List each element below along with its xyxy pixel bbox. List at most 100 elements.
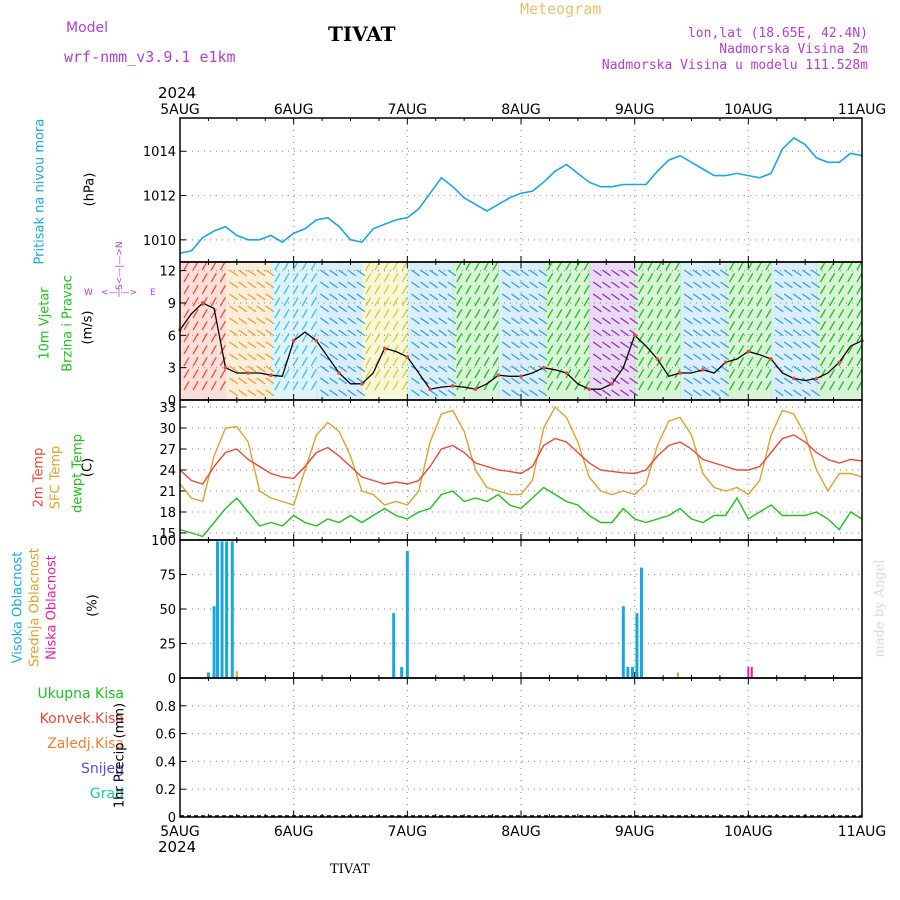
wind-barb bbox=[601, 365, 611, 373]
wind-barb bbox=[792, 365, 802, 373]
wind-barb bbox=[447, 353, 457, 361]
wind-barb bbox=[356, 317, 366, 325]
y-tick-label: 25 bbox=[159, 638, 176, 653]
wind-barb bbox=[720, 353, 730, 361]
wind-barb bbox=[565, 321, 572, 331]
wind-barb bbox=[256, 389, 266, 397]
wind-barb bbox=[338, 293, 348, 301]
y-tick-label: 1014 bbox=[143, 145, 176, 160]
wind-barb bbox=[320, 317, 329, 325]
wind-barb bbox=[665, 285, 672, 295]
wind-barb bbox=[247, 269, 257, 277]
wind-barb bbox=[529, 353, 539, 361]
sfc-temp-line bbox=[179, 405, 863, 506]
compass-arrows: <—|—> bbox=[101, 288, 138, 298]
wind-barb bbox=[674, 321, 681, 331]
x-tick-label-top: 10AUG bbox=[724, 102, 773, 118]
wind-barb bbox=[320, 329, 329, 337]
wind-barb bbox=[520, 329, 530, 337]
wind-barb bbox=[365, 285, 372, 295]
wind-barb bbox=[320, 365, 329, 373]
wind-barb bbox=[829, 309, 836, 319]
wind-barb bbox=[829, 357, 836, 367]
wind-barb bbox=[738, 261, 745, 271]
wind-barb bbox=[520, 293, 530, 301]
wind-barb bbox=[620, 389, 630, 397]
wind-barb bbox=[856, 273, 863, 283]
wind-barb bbox=[638, 285, 645, 295]
wind-barb bbox=[601, 317, 611, 325]
wind-barb bbox=[583, 285, 590, 295]
wind-barb bbox=[574, 309, 581, 319]
wind-barb bbox=[256, 341, 266, 349]
wind-barb bbox=[583, 261, 590, 271]
wind-barb bbox=[801, 317, 811, 325]
y-tick-label: 1012 bbox=[143, 190, 176, 205]
wind-barb bbox=[556, 309, 563, 319]
wind-barb bbox=[620, 341, 630, 349]
wind-barb bbox=[711, 305, 720, 313]
wind-barb bbox=[683, 293, 693, 301]
wind-gust-point bbox=[451, 384, 455, 388]
wind-barb bbox=[829, 297, 836, 307]
wind-barb bbox=[447, 305, 457, 313]
y-tick-label: 0 bbox=[168, 672, 176, 687]
wind-barb bbox=[592, 293, 602, 301]
wind-barb bbox=[492, 285, 499, 295]
wind-barb bbox=[274, 285, 281, 295]
wind-barb bbox=[338, 329, 348, 337]
wind-barb bbox=[729, 333, 736, 343]
wind-barb bbox=[392, 333, 399, 343]
wind-barb bbox=[547, 357, 554, 367]
wind-barb bbox=[320, 341, 329, 349]
wind-barb bbox=[438, 365, 448, 373]
wind-barb bbox=[210, 273, 217, 283]
wind-barb bbox=[329, 353, 339, 361]
wind-barb bbox=[838, 345, 845, 355]
wind-barb bbox=[565, 309, 572, 319]
wind-barb bbox=[783, 341, 793, 349]
wind-barb bbox=[829, 285, 836, 295]
wind-barb bbox=[410, 317, 420, 325]
wind-barb bbox=[647, 357, 654, 367]
wind-barb bbox=[365, 261, 372, 271]
high-cloud-bar bbox=[220, 541, 224, 678]
wind-barb bbox=[374, 273, 381, 283]
wind-gust-point bbox=[541, 365, 546, 370]
wind-barb bbox=[756, 273, 763, 283]
wind-barb bbox=[756, 309, 763, 319]
wind-barb bbox=[465, 273, 472, 283]
wind-barb bbox=[219, 357, 226, 367]
wind-barb bbox=[483, 321, 490, 331]
wind-barb bbox=[819, 333, 827, 343]
wind-barb bbox=[611, 317, 620, 325]
wind-barb bbox=[729, 345, 736, 355]
wind-barb bbox=[456, 381, 463, 391]
wind-barb bbox=[838, 357, 845, 367]
wind-barb bbox=[383, 357, 390, 367]
y-tick-label: 15 bbox=[159, 527, 176, 542]
wind-barb bbox=[556, 381, 563, 391]
wind-barb bbox=[720, 269, 730, 277]
wind-barb bbox=[465, 381, 472, 391]
wind-barb bbox=[401, 309, 408, 319]
wind-barb bbox=[247, 281, 257, 289]
wind-barb bbox=[774, 377, 784, 385]
wind-barb bbox=[447, 377, 457, 385]
wind-barb bbox=[374, 369, 381, 379]
wind-barb bbox=[720, 377, 730, 385]
wind-barb bbox=[301, 369, 308, 379]
wind-barb bbox=[538, 329, 548, 337]
wind-gust-point bbox=[382, 346, 387, 351]
high-cloud-bar bbox=[635, 613, 639, 678]
wind-barb bbox=[347, 365, 357, 373]
wind-barb bbox=[474, 321, 481, 331]
wind-barb bbox=[520, 281, 530, 289]
wind-barb bbox=[701, 305, 711, 313]
wind-barb bbox=[219, 321, 226, 331]
wind-barb bbox=[574, 381, 581, 391]
wind-barb bbox=[265, 293, 275, 301]
wind-barb bbox=[456, 309, 463, 319]
wind-barb bbox=[556, 297, 563, 307]
wind-barb bbox=[274, 321, 281, 331]
